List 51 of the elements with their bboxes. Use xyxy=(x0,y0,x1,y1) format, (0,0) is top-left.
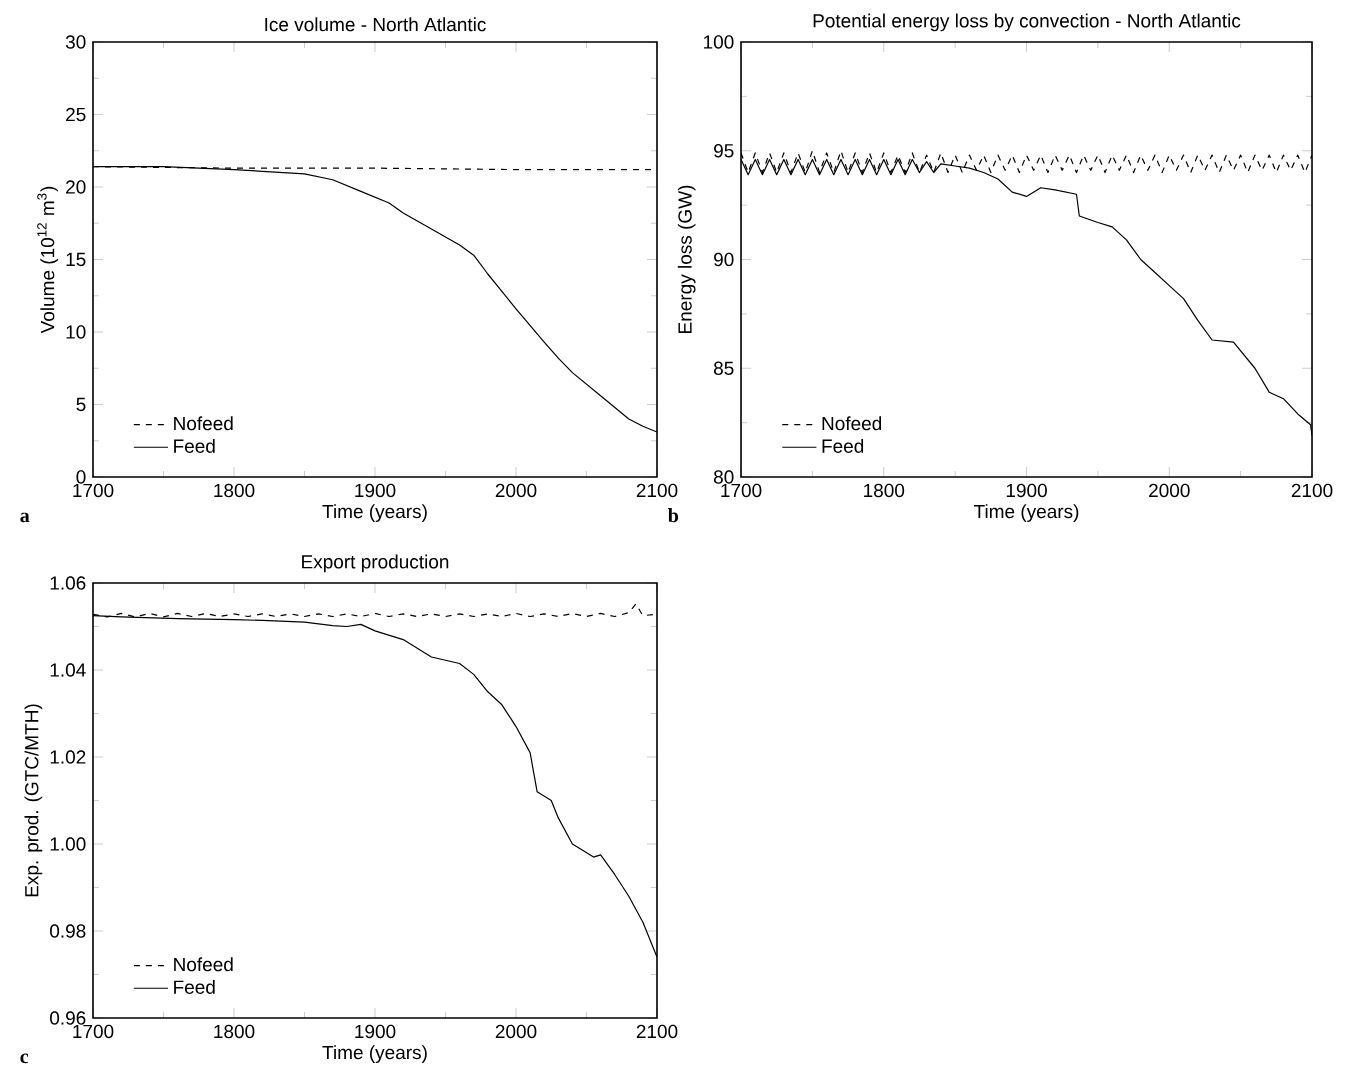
x-tick-label: 2000 xyxy=(495,1024,537,1039)
x-tick-label: 1800 xyxy=(864,483,905,498)
y-tick-label: 1.00 xyxy=(50,837,86,851)
y-tick-label: 10 xyxy=(66,325,86,339)
legend-label: Nofeed xyxy=(174,416,233,431)
x-tick-label: 1800 xyxy=(214,483,255,498)
legend-label: Feed xyxy=(822,438,864,453)
x-tick-label: 2100 xyxy=(636,1024,678,1039)
x-tick-label: 1700 xyxy=(73,483,114,498)
x-tick-label: 1900 xyxy=(355,483,396,498)
legend-label: Feed xyxy=(174,438,215,453)
x-tick-label: 1800 xyxy=(214,1024,255,1039)
x-tick-label: 2000 xyxy=(495,483,537,498)
y-tick-label: 0.96 xyxy=(50,1011,86,1025)
y-tick-label: 20 xyxy=(66,180,86,194)
y-tick-label: 90 xyxy=(714,252,734,267)
y-tick-label: 30 xyxy=(65,35,86,49)
legend-label: Feed xyxy=(174,979,215,994)
x-tick-label: 2100 xyxy=(636,483,678,498)
text: a xyxy=(20,512,30,523)
y-tick-label: 15 xyxy=(66,252,86,267)
y-tick-label: 0 xyxy=(76,470,86,484)
y-tick-label: 1.04 xyxy=(50,663,86,677)
x-tick-label: 1900 xyxy=(355,1024,396,1039)
y-tick-label: 0.98 xyxy=(50,924,86,938)
chart-title: Ice volume - North Atlantic xyxy=(265,17,486,32)
x-tick-label: 1900 xyxy=(1006,483,1047,498)
chart-title: Export production xyxy=(302,554,449,573)
x-tick-label: 2000 xyxy=(1149,483,1190,498)
x-tick-label: 1700 xyxy=(721,483,762,498)
y-axis-title: Energy loss (GW) xyxy=(677,185,696,333)
x-axis-title: Time (years) xyxy=(322,1045,427,1063)
x-tick-label: 2100 xyxy=(1291,483,1333,498)
y-tick-label: 5 xyxy=(76,397,86,412)
y-tick-label: 1.06 xyxy=(50,576,86,590)
text: c xyxy=(20,1053,29,1064)
y-tick-label: 100 xyxy=(704,35,734,49)
chart-title: Potential energy loss by convection - North Atlantic xyxy=(813,13,1241,32)
x-axis-title: Time (years) xyxy=(974,504,1079,522)
legend-label: Nofeed xyxy=(174,957,233,972)
y-tick-label: 80 xyxy=(713,470,734,484)
y-axis-title: Exp. prod. (GTC/MTH) xyxy=(24,704,43,897)
x-tick-label: 1700 xyxy=(73,1024,114,1039)
y-tick-label: 1.02 xyxy=(50,750,86,764)
y-tick-label: 95 xyxy=(714,144,734,158)
y-tick-label: 25 xyxy=(66,107,86,122)
y-axis-title: Volume (10$^{12}$ m$^{3}$) xyxy=(37,186,59,334)
legend-label: Nofeed xyxy=(822,416,882,431)
x-axis-title: Time (years) xyxy=(322,504,427,522)
y-tick-label: 85 xyxy=(713,361,734,375)
text: b xyxy=(668,508,679,523)
